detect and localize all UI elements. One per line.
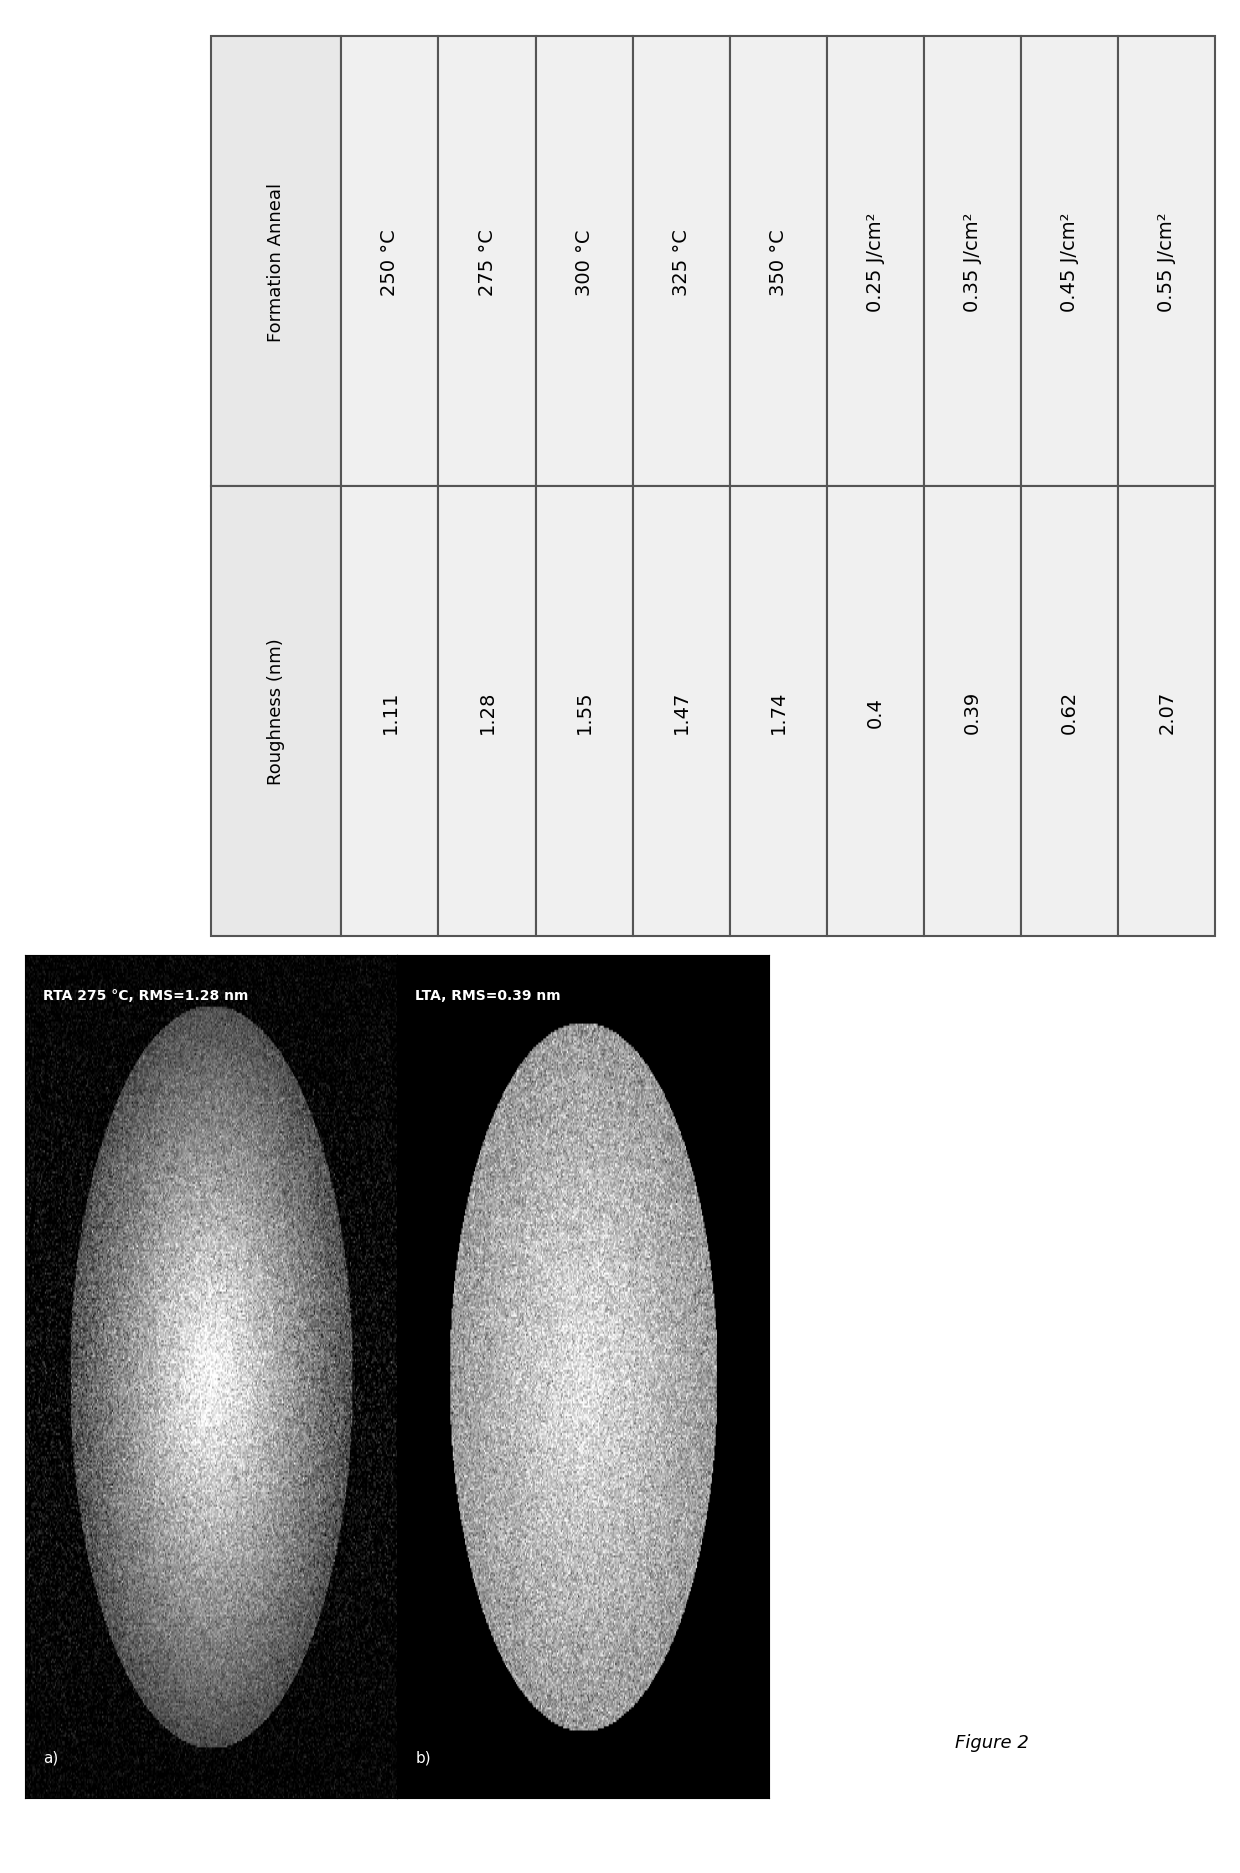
Text: Formation Anneal: Formation Anneal: [267, 184, 285, 341]
Bar: [341, 487, 439, 936]
Text: 1.11: 1.11: [381, 689, 399, 734]
Bar: [632, 37, 729, 487]
Bar: [536, 487, 632, 936]
Bar: [1021, 487, 1118, 936]
Bar: [827, 37, 924, 487]
Bar: [439, 487, 536, 936]
Text: 325 °C: 325 °C: [672, 229, 691, 296]
Text: 0.35 J/cm²: 0.35 J/cm²: [963, 212, 982, 313]
Text: 1.55: 1.55: [574, 689, 594, 734]
Bar: [1118, 37, 1215, 487]
Text: LTA, RMS=0.39 nm: LTA, RMS=0.39 nm: [415, 989, 560, 1002]
Bar: [211, 37, 341, 487]
Text: 0.39: 0.39: [963, 689, 982, 734]
Text: RTA 275 °C, RMS=1.28 nm: RTA 275 °C, RMS=1.28 nm: [43, 989, 249, 1002]
Text: Roughness (nm): Roughness (nm): [267, 639, 285, 785]
Text: 1.74: 1.74: [769, 689, 787, 734]
Bar: [924, 487, 1021, 936]
Bar: [1021, 37, 1118, 487]
Bar: [439, 37, 536, 487]
Text: 300 °C: 300 °C: [574, 229, 594, 296]
Bar: [924, 37, 1021, 487]
Bar: [536, 37, 632, 487]
Text: b): b): [415, 1749, 432, 1764]
Text: 1.47: 1.47: [672, 689, 691, 734]
Text: 275 °C: 275 °C: [477, 229, 496, 296]
Bar: [341, 37, 439, 487]
Text: 350 °C: 350 °C: [769, 229, 787, 296]
Bar: [1118, 487, 1215, 936]
Text: 0.45 J/cm²: 0.45 J/cm²: [1060, 212, 1079, 313]
Bar: [632, 487, 729, 936]
Text: 0.62: 0.62: [1060, 689, 1079, 734]
Text: 1.28: 1.28: [477, 689, 496, 734]
Bar: [827, 487, 924, 936]
Text: 2.07: 2.07: [1157, 689, 1177, 734]
Text: 250 °C: 250 °C: [381, 229, 399, 296]
Text: a): a): [43, 1749, 58, 1764]
Bar: [729, 37, 827, 487]
Text: 0.55 J/cm²: 0.55 J/cm²: [1157, 212, 1177, 313]
Bar: [729, 487, 827, 936]
Text: Figure 2: Figure 2: [955, 1733, 1029, 1751]
Text: 0.25 J/cm²: 0.25 J/cm²: [866, 212, 885, 313]
Text: 0.4: 0.4: [866, 697, 885, 727]
Bar: [211, 487, 341, 936]
